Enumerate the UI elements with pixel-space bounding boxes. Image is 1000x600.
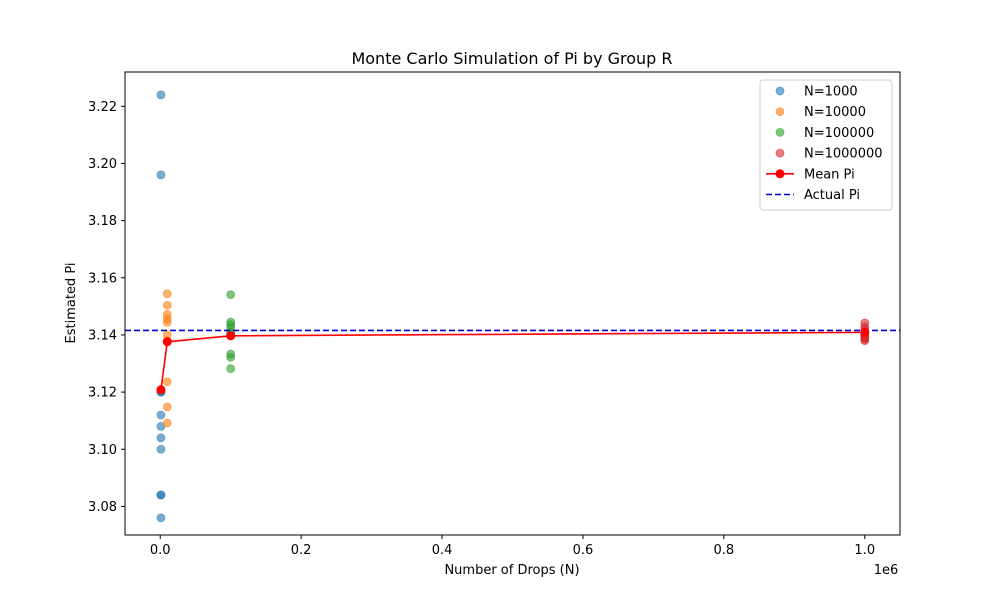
- scatter-point-1-8: [156, 490, 166, 500]
- y-tick-label-2: 3.10: [88, 443, 117, 458]
- mean-pi-point-1: [156, 385, 166, 395]
- scatter-point-2-1: [162, 289, 172, 299]
- legend-marker-2: [775, 107, 785, 117]
- legend-marker-1: [775, 86, 785, 96]
- x-tick-label-2: 0.2: [291, 543, 312, 558]
- x-tick-label-5: 0.8: [714, 543, 735, 558]
- mean-pi-line: [160, 331, 865, 390]
- x-axis-offset-label: 1e6: [874, 563, 899, 578]
- y-tick-label-3: 3.12: [88, 386, 117, 401]
- scatter-point-1-3: [156, 410, 166, 420]
- scatter-point-2-2: [162, 300, 172, 310]
- mean-pi-point-2: [162, 337, 172, 347]
- legend-marker-4: [775, 148, 785, 158]
- y-tick-label-7: 3.20: [88, 157, 117, 172]
- mean-pi-point-4: [860, 327, 870, 337]
- scatter-point-1-2: [156, 170, 166, 180]
- x-tick-label-6: 1.0: [854, 543, 875, 558]
- scatter-point-2-5: [162, 317, 172, 327]
- legend-marker-5: [775, 169, 785, 179]
- scatter-point-3-9: [226, 364, 236, 374]
- legend-box: [759, 79, 893, 211]
- scatter-point-2-8: [162, 402, 172, 412]
- x-tick-label-1: 0.0: [150, 543, 171, 558]
- scatter-point-1-1: [156, 90, 166, 100]
- y-tick-label-4: 3.14: [88, 328, 117, 343]
- legend-label-6: Actual Pi: [804, 188, 860, 203]
- mean-pi-point-3: [226, 331, 236, 341]
- scatter-point-2-9: [162, 418, 172, 428]
- y-tick-label-5: 3.16: [88, 271, 117, 286]
- y-axis-ticks: 3.08 3.10 3.12 3.14 3.16 3.18 3.20 3.22: [88, 100, 125, 515]
- legend-label-2: N=10000: [804, 105, 866, 120]
- legend-label-5: Mean Pi: [804, 167, 855, 182]
- scatter-point-1-5: [156, 433, 166, 443]
- y-tick-label-6: 3.18: [88, 214, 117, 229]
- plot-frame: [124, 71, 901, 536]
- y-tick-label-8: 3.22: [88, 100, 117, 115]
- legend-label-1: N=1000: [804, 85, 858, 100]
- scatter-point-1-9: [156, 513, 166, 523]
- legend: N=1000 N=10000 N=100000 N=1000000 Mean Pi Act…: [759, 79, 893, 211]
- x-tick-label-3: 0.4: [432, 543, 453, 558]
- scatter-point-3-1: [226, 290, 236, 300]
- x-axis-label: Number of Drops (N): [444, 563, 579, 578]
- y-tick-label-1: 3.08: [88, 500, 117, 515]
- scatter-point-4-10: [860, 336, 870, 346]
- scatter-point-1-6: [156, 444, 166, 454]
- plot-marks: [125, 90, 900, 523]
- legend-marker-3: [775, 127, 785, 137]
- x-axis-ticks: 0.0 0.2 0.4 0.6 0.8 1.0: [150, 535, 875, 558]
- legend-label-4: N=1000000: [804, 147, 883, 162]
- scatter-point-3-8: [226, 352, 236, 362]
- scatter-point-2-7: [162, 377, 172, 387]
- y-axis-label: Estimated Pi: [64, 263, 79, 344]
- x-tick-label-4: 0.6: [573, 543, 594, 558]
- chart-title: Monte Carlo Simulation of Pi by Group R: [351, 49, 672, 68]
- legend-label-3: N=100000: [804, 126, 874, 141]
